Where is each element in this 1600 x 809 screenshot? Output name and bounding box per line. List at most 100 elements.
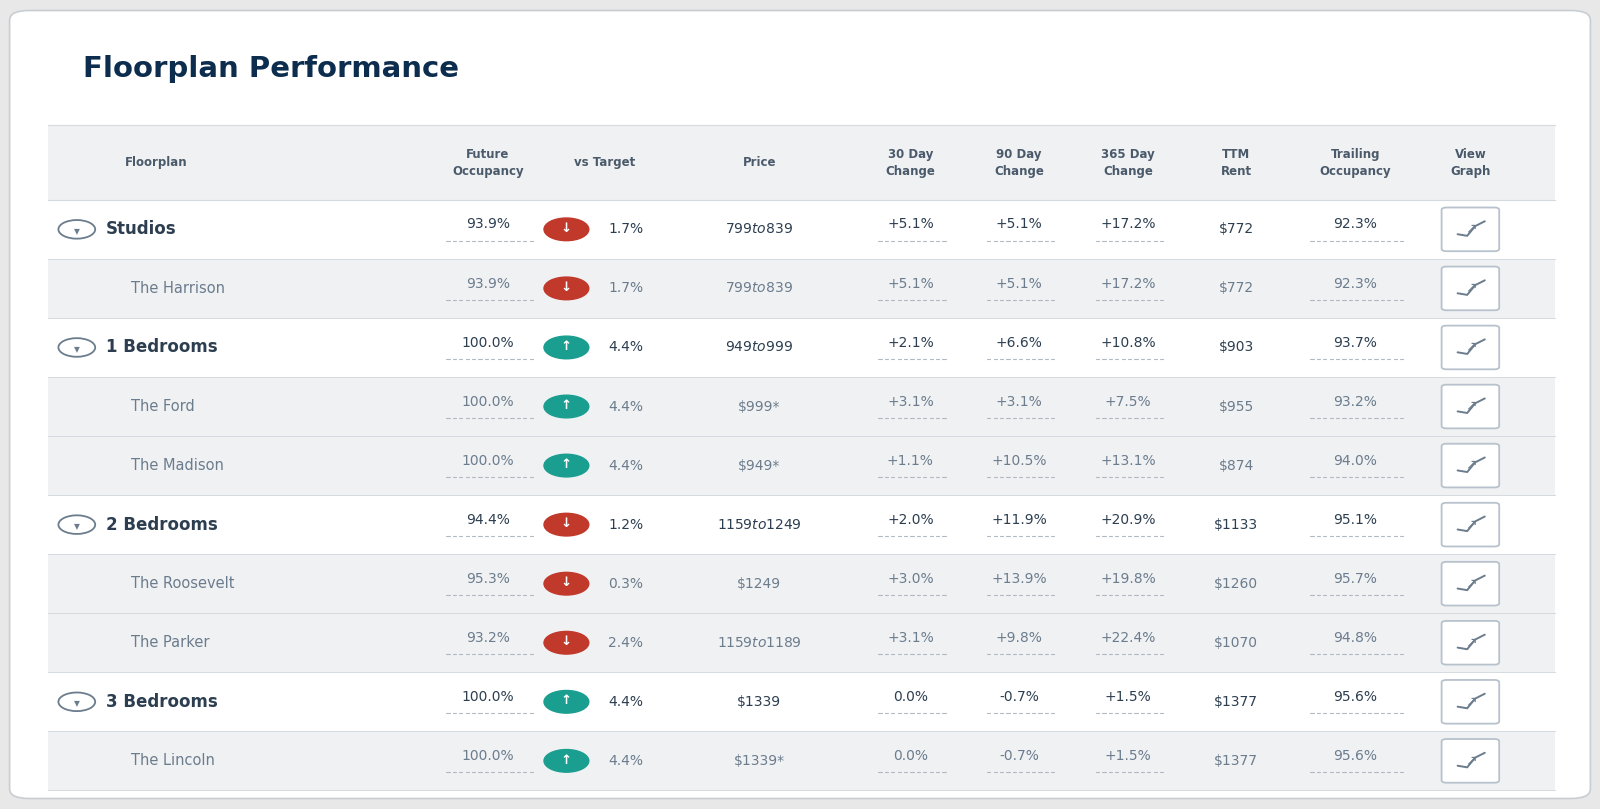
Text: +10.8%: +10.8% xyxy=(1101,336,1155,349)
Text: $949  to  $999: $949 to $999 xyxy=(725,341,794,354)
Text: 30 Day
Change: 30 Day Change xyxy=(885,147,936,178)
FancyBboxPatch shape xyxy=(1442,326,1499,370)
FancyBboxPatch shape xyxy=(48,495,1555,554)
Text: +1.5%: +1.5% xyxy=(1104,749,1152,763)
Text: ▾: ▾ xyxy=(74,223,80,237)
Text: 2 Bedrooms: 2 Bedrooms xyxy=(106,515,218,534)
Text: ↑: ↑ xyxy=(562,458,571,472)
Text: 95.6%: 95.6% xyxy=(1333,749,1378,763)
Text: $1339*: $1339* xyxy=(734,754,784,768)
Text: 100.0%: 100.0% xyxy=(462,749,514,763)
Text: +1.1%: +1.1% xyxy=(886,454,934,468)
Text: Floorplan Performance: Floorplan Performance xyxy=(83,55,459,83)
FancyBboxPatch shape xyxy=(1442,680,1499,723)
Text: $1377: $1377 xyxy=(1214,695,1258,709)
Text: 93.9%: 93.9% xyxy=(466,218,510,231)
Text: +17.2%: +17.2% xyxy=(1101,218,1155,231)
Text: ↓: ↓ xyxy=(562,576,571,590)
Text: +19.8%: +19.8% xyxy=(1101,572,1155,586)
Text: +7.5%: +7.5% xyxy=(1104,395,1152,409)
Text: +11.9%: +11.9% xyxy=(992,513,1046,527)
Text: ↗: ↗ xyxy=(1464,281,1477,294)
Text: 100.0%: 100.0% xyxy=(462,336,514,349)
Text: The Parker: The Parker xyxy=(131,635,210,650)
Text: 2.4%: 2.4% xyxy=(608,636,643,650)
FancyBboxPatch shape xyxy=(48,613,1555,672)
Text: Floorplan: Floorplan xyxy=(125,156,187,169)
Text: +13.9%: +13.9% xyxy=(992,572,1046,586)
Text: +5.1%: +5.1% xyxy=(995,218,1043,231)
Text: 100.0%: 100.0% xyxy=(462,395,514,409)
Text: 94.0%: 94.0% xyxy=(1333,454,1378,468)
Text: $1249: $1249 xyxy=(738,577,781,591)
Text: $772: $772 xyxy=(1219,282,1253,295)
Text: +20.9%: +20.9% xyxy=(1101,513,1155,527)
Text: +10.5%: +10.5% xyxy=(992,454,1046,468)
Text: The Roosevelt: The Roosevelt xyxy=(131,576,235,591)
Text: $799  to  $839: $799 to $839 xyxy=(725,282,794,295)
Text: 93.7%: 93.7% xyxy=(1333,336,1378,349)
Text: ▾: ▾ xyxy=(74,341,80,355)
Text: +3.0%: +3.0% xyxy=(886,572,934,586)
Text: $1133: $1133 xyxy=(1214,518,1258,532)
Text: +3.1%: +3.1% xyxy=(886,395,934,409)
FancyBboxPatch shape xyxy=(1442,503,1499,547)
Text: Future
Occupancy: Future Occupancy xyxy=(453,147,523,178)
Text: The Lincoln: The Lincoln xyxy=(131,753,214,769)
Text: +6.6%: +6.6% xyxy=(995,336,1043,349)
Text: $874: $874 xyxy=(1218,459,1254,472)
Text: 3 Bedrooms: 3 Bedrooms xyxy=(106,693,218,711)
Circle shape xyxy=(544,749,589,772)
FancyBboxPatch shape xyxy=(48,259,1555,318)
FancyBboxPatch shape xyxy=(1442,621,1499,665)
Text: $999*: $999* xyxy=(738,400,781,413)
Text: ↗: ↗ xyxy=(1464,340,1477,354)
Circle shape xyxy=(544,218,589,241)
Text: 93.9%: 93.9% xyxy=(466,277,510,290)
Text: 100.0%: 100.0% xyxy=(462,454,514,468)
FancyBboxPatch shape xyxy=(48,554,1555,613)
Text: 95.7%: 95.7% xyxy=(1333,572,1378,586)
Text: 94.8%: 94.8% xyxy=(1333,631,1378,645)
Text: 100.0%: 100.0% xyxy=(462,690,514,704)
Text: 92.3%: 92.3% xyxy=(1333,277,1378,290)
FancyBboxPatch shape xyxy=(1442,207,1499,251)
Text: The Madison: The Madison xyxy=(131,458,224,473)
Text: 1.2%: 1.2% xyxy=(608,518,643,532)
Text: +2.0%: +2.0% xyxy=(886,513,934,527)
Text: View
Graph: View Graph xyxy=(1450,147,1491,178)
FancyBboxPatch shape xyxy=(48,200,1555,259)
Text: $1260: $1260 xyxy=(1214,577,1258,591)
Text: ↗: ↗ xyxy=(1464,222,1477,235)
Text: +5.1%: +5.1% xyxy=(995,277,1043,290)
Text: 95.3%: 95.3% xyxy=(466,572,510,586)
Text: TTM
Rent: TTM Rent xyxy=(1221,147,1251,178)
FancyBboxPatch shape xyxy=(48,731,1555,790)
Text: Studios: Studios xyxy=(106,220,176,239)
Text: ↗: ↗ xyxy=(1464,635,1477,649)
Text: +9.8%: +9.8% xyxy=(995,631,1043,645)
Text: 0.3%: 0.3% xyxy=(608,577,643,591)
Text: The Harrison: The Harrison xyxy=(131,281,226,296)
Text: +22.4%: +22.4% xyxy=(1101,631,1155,645)
FancyBboxPatch shape xyxy=(48,125,1555,200)
Text: 4.4%: 4.4% xyxy=(608,695,643,709)
Text: 4.4%: 4.4% xyxy=(608,400,643,413)
Circle shape xyxy=(544,573,589,595)
Text: ↗: ↗ xyxy=(1464,517,1477,531)
Text: 95.1%: 95.1% xyxy=(1333,513,1378,527)
Text: vs Target: vs Target xyxy=(574,156,635,169)
Text: +5.1%: +5.1% xyxy=(886,277,934,290)
Text: +13.1%: +13.1% xyxy=(1101,454,1155,468)
Text: 4.4%: 4.4% xyxy=(608,754,643,768)
Text: 4.4%: 4.4% xyxy=(608,341,643,354)
FancyBboxPatch shape xyxy=(48,672,1555,731)
Text: 365 Day
Change: 365 Day Change xyxy=(1101,147,1155,178)
FancyBboxPatch shape xyxy=(48,377,1555,436)
Text: ↑: ↑ xyxy=(562,340,571,354)
Text: ↗: ↗ xyxy=(1464,694,1477,708)
Text: $799  to  $839: $799 to $839 xyxy=(725,222,794,236)
Text: 1 Bedrooms: 1 Bedrooms xyxy=(106,338,218,357)
Text: $949*: $949* xyxy=(738,459,781,472)
Text: +1.5%: +1.5% xyxy=(1104,690,1152,704)
